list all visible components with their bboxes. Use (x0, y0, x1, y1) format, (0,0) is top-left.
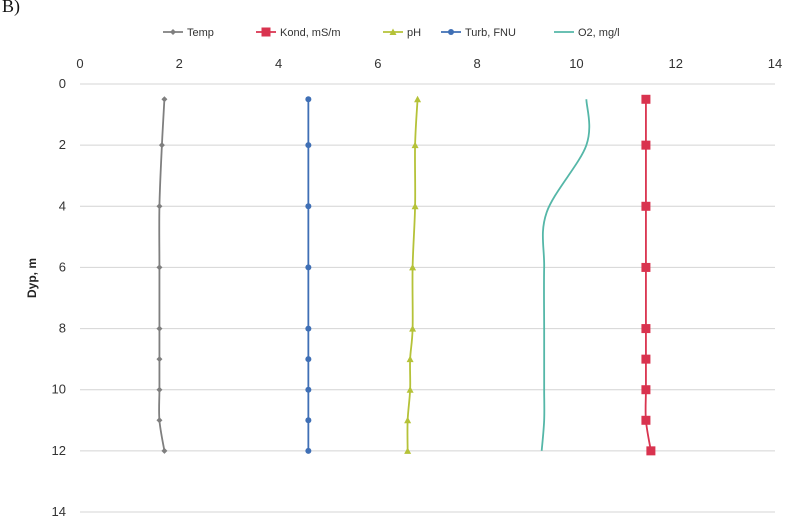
data-point-turb-fnu (305, 417, 312, 424)
data-point-kond-ms-m (641, 415, 651, 425)
data-point-kond-ms-m (641, 94, 651, 104)
data-point-ph (406, 386, 414, 393)
data-point-temp (156, 386, 163, 393)
data-point-kond-ms-m (641, 201, 651, 211)
series-o2-mg-l (540, 99, 591, 451)
y-tick-label: 6 (59, 259, 66, 274)
legend-swatch-marker (389, 28, 397, 35)
legend-item-temp: Temp (163, 27, 214, 39)
data-point-ph (404, 416, 412, 424)
y-tick-label: 0 (59, 76, 66, 91)
data-point-ph (409, 325, 417, 332)
data-point-turb-fnu (305, 96, 312, 103)
legend-swatch-marker (261, 27, 271, 37)
legend-label: pH (407, 27, 421, 39)
legend-swatch-marker (170, 29, 176, 35)
legend-label: Turb, FNU (465, 27, 516, 39)
x-tick-labels: 0 2 4 6 8 10 12 14 (76, 56, 782, 71)
legend-item-turb-fnu: Turb, FNU (441, 27, 516, 39)
data-point-kond-ms-m (641, 262, 651, 272)
grid (80, 83, 775, 513)
data-point-turb-fnu (305, 386, 312, 393)
x-tick-label: 12 (668, 56, 682, 71)
x-tick-label: 8 (474, 56, 481, 71)
legend-item-o2-mg-l: O2, mg/l (554, 27, 620, 39)
data-point-temp (158, 142, 165, 149)
y-tick-label: 2 (59, 137, 66, 152)
series-line-kond-ms-m (644, 99, 652, 452)
series-line-temp (158, 99, 166, 452)
data-point-temp (156, 264, 163, 271)
y-tick-label: 14 (52, 504, 66, 519)
panel-label: B) (2, 0, 20, 17)
data-point-temp (156, 417, 163, 424)
series-line-ph (406, 99, 419, 451)
data-point-temp (156, 325, 163, 332)
series-line-o2-mg-l (540, 99, 591, 451)
legend-item-kond-ms-m: Kond, mS/m (256, 27, 341, 39)
legend: Temp Kond, mS/m pH Turb, FNU O2, mg/l (163, 27, 620, 39)
data-point-ph (404, 447, 412, 454)
data-point-kond-ms-m (641, 140, 651, 150)
data-point-temp (156, 203, 163, 210)
data-point-turb-fnu (305, 142, 312, 149)
data-point-kond-ms-m (641, 385, 651, 395)
legend-swatch-marker (448, 29, 454, 35)
legend-item-ph: pH (383, 27, 421, 39)
y-axis-label: Dyp, m (25, 258, 39, 298)
x-tick-label: 10 (569, 56, 583, 71)
data-point-ph (409, 263, 417, 271)
y-tick-labels: 0 2 4 6 8 10 12 14 (52, 76, 66, 519)
series-ph (404, 95, 422, 454)
legend-label: O2, mg/l (578, 27, 620, 39)
data-point-ph (411, 141, 419, 149)
data-point-turb-fnu (305, 447, 312, 454)
series-temp (156, 96, 168, 454)
x-tick-label: 6 (374, 56, 381, 71)
data-point-kond-ms-m (641, 324, 651, 334)
data-point-temp (161, 96, 168, 103)
y-tick-label: 10 (52, 382, 66, 397)
series-turb-fnu (305, 96, 312, 454)
x-tick-label: 4 (275, 56, 282, 71)
series-group (156, 94, 656, 456)
y-tick-label: 4 (59, 198, 66, 213)
data-point-turb-fnu (305, 356, 312, 363)
data-point-kond-ms-m (646, 446, 656, 456)
data-point-ph (414, 95, 422, 103)
data-point-turb-fnu (305, 325, 312, 332)
legend-label: Kond, mS/m (280, 27, 341, 39)
y-tick-label: 12 (52, 443, 66, 458)
x-tick-label: 0 (76, 56, 83, 71)
data-point-ph (411, 202, 419, 210)
data-point-temp (161, 447, 168, 454)
data-point-turb-fnu (305, 203, 312, 210)
data-point-turb-fnu (305, 264, 312, 271)
x-tick-label: 2 (176, 56, 183, 71)
y-tick-label: 8 (59, 321, 66, 336)
legend-label: Temp (187, 27, 214, 39)
series-kond-ms-m (641, 94, 656, 456)
data-point-ph (406, 355, 414, 363)
x-tick-label: 14 (768, 56, 782, 71)
data-point-temp (156, 356, 163, 363)
data-point-kond-ms-m (641, 354, 651, 364)
